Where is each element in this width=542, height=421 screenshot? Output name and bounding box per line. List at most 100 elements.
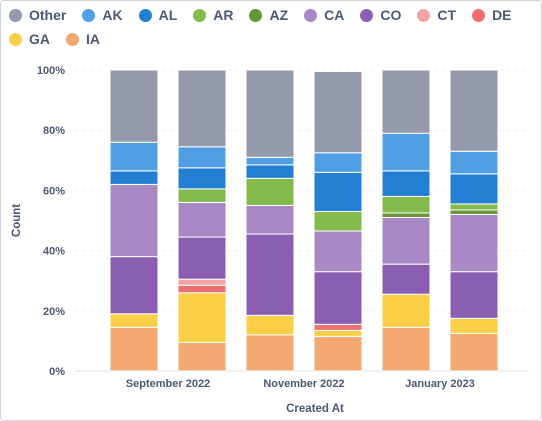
legend-item-az[interactable]: AZ	[249, 5, 288, 25]
bar-stack[interactable]	[381, 69, 431, 372]
bar-stack[interactable]	[109, 69, 159, 372]
legend-label: AZ	[269, 7, 289, 23]
bar-segment-ar[interactable]	[449, 203, 499, 211]
bar-stack[interactable]	[177, 69, 227, 372]
bar-segment-ca[interactable]	[381, 216, 431, 265]
bar-segment-az[interactable]	[449, 209, 499, 215]
legend-swatch	[9, 32, 22, 46]
legend-item-other[interactable]: Other	[9, 5, 66, 25]
bar-segment-ga[interactable]	[449, 317, 499, 334]
bar-segment-ak[interactable]	[245, 156, 295, 166]
bar-segment-de[interactable]	[313, 323, 363, 331]
bar-segment-ak[interactable]	[177, 146, 227, 169]
legend-item-ca[interactable]: CA	[304, 5, 344, 25]
x-axis-title: Created At	[286, 403, 344, 415]
bar-segment-other[interactable]	[449, 69, 499, 152]
bar-segment-ak[interactable]	[313, 152, 363, 173]
x-tick-label: November 2022	[263, 378, 344, 390]
bar-segment-ar[interactable]	[245, 177, 295, 206]
legend-swatch	[360, 8, 374, 22]
bar-segment-co[interactable]	[313, 271, 363, 325]
legend-item-ct[interactable]: CT	[417, 5, 456, 25]
legend-label: GA	[29, 31, 50, 47]
x-tick-label: January 2023	[405, 378, 475, 390]
legend-item-ar[interactable]: AR	[193, 5, 233, 25]
y-tick-label: 0%	[49, 366, 65, 378]
bar-segment-ak[interactable]	[381, 132, 431, 172]
legend-swatch	[417, 8, 431, 22]
bar-segment-ct[interactable]	[177, 278, 227, 286]
bar-segment-ia[interactable]	[177, 341, 227, 372]
bar-segment-ia[interactable]	[381, 326, 431, 372]
legend-label: AK	[102, 7, 123, 23]
bar-segment-de[interactable]	[177, 284, 227, 294]
bar-segment-al[interactable]	[245, 164, 295, 179]
y-tick-label: 100%	[37, 65, 65, 77]
legend-label: DE	[492, 7, 512, 23]
bar-segment-co[interactable]	[381, 263, 431, 295]
bar-segment-ca[interactable]	[245, 204, 295, 235]
bar-segment-other[interactable]	[109, 69, 159, 143]
bar-segment-ak[interactable]	[449, 150, 499, 175]
legend-label: AR	[213, 7, 234, 23]
legend-swatch	[249, 8, 263, 22]
bar-segment-al[interactable]	[177, 167, 227, 190]
bar-segment-co[interactable]	[109, 256, 159, 315]
legend-item-ia[interactable]: IA	[66, 29, 100, 49]
bar-segment-al[interactable]	[449, 173, 499, 205]
bar-segment-ga[interactable]	[313, 329, 363, 337]
bar-segment-ar[interactable]	[313, 210, 363, 232]
legend-item-ak[interactable]: AK	[82, 5, 123, 25]
bar-segment-other[interactable]	[381, 69, 431, 134]
bar-segment-ar[interactable]	[381, 195, 431, 214]
bar-segment-co[interactable]	[245, 233, 295, 316]
bar-stack[interactable]	[245, 69, 295, 372]
y-axis-title: Count	[11, 204, 23, 237]
bar-segment-ca[interactable]	[313, 230, 363, 273]
bar-segment-az[interactable]	[381, 212, 431, 218]
bar-segment-al[interactable]	[313, 171, 363, 212]
legend-item-co[interactable]: CO	[360, 5, 401, 25]
bar-segment-ia[interactable]	[109, 326, 159, 372]
bar-segment-ga[interactable]	[245, 314, 295, 336]
x-tick-label: September 2022	[126, 378, 210, 390]
bar-segment-co[interactable]	[449, 271, 499, 319]
bar-stack[interactable]	[449, 69, 499, 372]
bar-segment-co[interactable]	[177, 236, 227, 280]
legend-label: AL	[158, 7, 178, 23]
legend-label: Other	[29, 7, 67, 23]
legend-item-al[interactable]: AL	[138, 5, 178, 25]
bar-segment-ga[interactable]	[109, 313, 159, 328]
bar-segment-ca[interactable]	[109, 183, 159, 258]
bar-segment-ar[interactable]	[177, 188, 227, 203]
legend-label: IA	[86, 31, 100, 47]
legend-swatch	[9, 8, 22, 22]
bar-segment-ia[interactable]	[449, 332, 499, 372]
bar-segment-ak[interactable]	[109, 141, 159, 172]
bar-stack[interactable]	[313, 71, 363, 372]
y-tick-label: 60%	[43, 185, 65, 197]
legend-swatch	[138, 8, 152, 22]
legend-item-ga[interactable]: GA	[9, 29, 50, 49]
bar-segment-ga[interactable]	[381, 293, 431, 328]
legend-swatch	[472, 8, 486, 22]
legend-swatch	[82, 8, 96, 22]
legend-swatch	[304, 8, 318, 22]
bar-segment-ia[interactable]	[245, 334, 295, 372]
bar-segment-ia[interactable]	[313, 335, 363, 372]
y-tick-label: 40%	[43, 246, 65, 258]
bar-segment-al[interactable]	[109, 170, 159, 185]
bar-segment-ga[interactable]	[177, 292, 227, 343]
legend-swatch	[66, 32, 79, 46]
legend-label: CA	[324, 7, 345, 23]
bar-segment-ca[interactable]	[177, 201, 227, 238]
legend-item-de[interactable]: DE	[472, 5, 512, 25]
bar-segment-al[interactable]	[381, 170, 431, 197]
bar-segment-other[interactable]	[313, 71, 363, 154]
bar-segment-ca[interactable]	[449, 213, 499, 273]
bar-segment-other[interactable]	[245, 69, 295, 158]
legend-label: CT	[437, 7, 457, 23]
legend-swatch	[193, 8, 207, 22]
bar-segment-other[interactable]	[177, 69, 227, 148]
